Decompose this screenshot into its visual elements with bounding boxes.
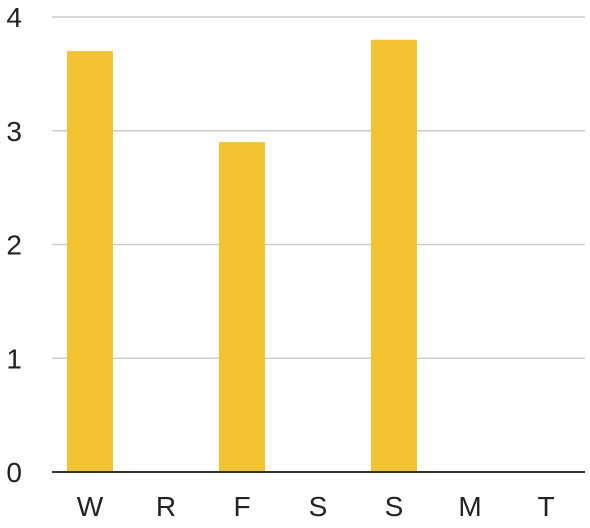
- y-tick-label-4: 4: [6, 2, 22, 33]
- x-tick-label-2: R: [156, 491, 176, 522]
- bar-1-W: [67, 51, 113, 472]
- x-tick-label-6: M: [458, 491, 481, 522]
- gridlines: [52, 16, 585, 359]
- x-tick-label-7: T: [537, 491, 554, 522]
- x-tick-label-4: S: [309, 491, 328, 522]
- x-tick-label-3: F: [233, 491, 250, 522]
- bar-5-S: [371, 39, 417, 472]
- y-tick-label-1: 1: [6, 343, 22, 374]
- y-axis-tick-labels: 0 1 2 3 4: [6, 2, 22, 488]
- y-tick-label-0: 0: [6, 457, 22, 488]
- y-tick-label-2: 2: [6, 230, 22, 261]
- y-tick-label-3: 3: [6, 116, 22, 147]
- bar-3-F: [219, 142, 265, 472]
- x-tick-label-5: S: [385, 491, 404, 522]
- x-tick-label-1: W: [77, 491, 104, 522]
- bars: [67, 39, 417, 472]
